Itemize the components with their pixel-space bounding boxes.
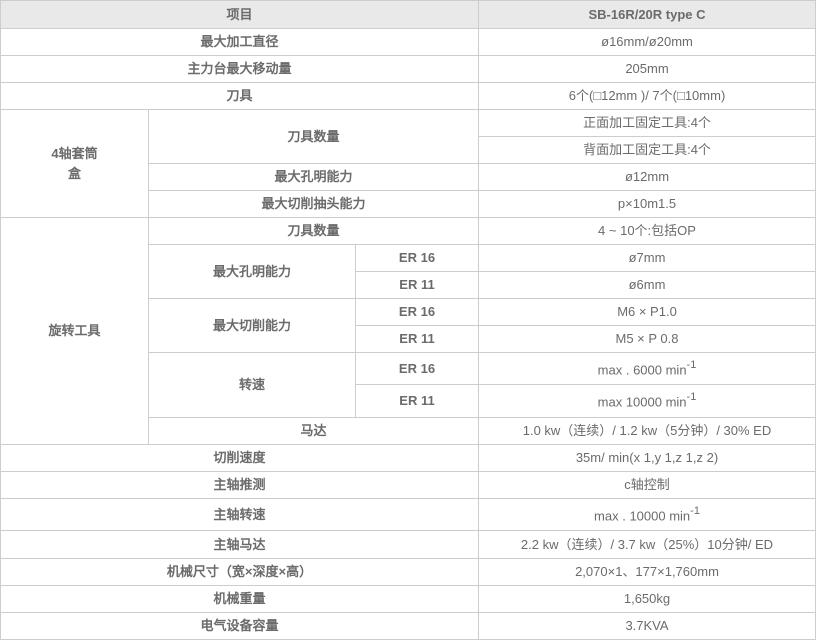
- row-turret-max-tapping: 最大切削抽头能力 p×10m1.5: [1, 190, 816, 218]
- header-row: 项目 SB-16R/20R type C: [0, 0, 816, 29]
- spindle-speed-sup: -1: [690, 504, 700, 517]
- row-machine-size: 机械尺寸（宽×深度×高） 2,070×1、177×1,760mm: [0, 558, 816, 586]
- row-rotary-drilling-er16: 最大孔明能力 ER 16 ø7mm: [1, 244, 816, 299]
- tools-label: 刀具: [0, 82, 479, 110]
- row-rotary-speed-er16: 转速 ER 16 max . 6000 min-1: [1, 352, 816, 418]
- row-turret-tool-count-back: 背面加工固定工具:4个: [1, 136, 816, 164]
- machine-weight-value: 1,650kg: [478, 585, 816, 613]
- turret-tool-count-front-value: 正面加工固定工具:4个: [478, 109, 816, 137]
- row-slide-travel: 主力台最大移动量 205mm: [0, 55, 816, 83]
- rotary-speed-er11-base: max 10000 min: [597, 394, 687, 410]
- row-rotary-speed-er11: ER 11 max 10000 min-1: [1, 384, 816, 418]
- row-electric-capacity: 电气设备容量 3.7KVA: [0, 612, 816, 640]
- rotary-cutting-er11-value: M5 × P 0.8: [478, 325, 816, 353]
- row-turret-tool-count-front: 4轴套筒盒 刀具数量 正面加工固定工具:4个: [0, 109, 816, 218]
- turret-group-label: 4轴套筒盒: [0, 109, 149, 218]
- turret-group-label-text: 4轴套筒盒: [51, 146, 98, 181]
- rotary-speed-er16-sup: -1: [686, 358, 697, 371]
- electric-capacity-label: 电气设备容量: [0, 612, 479, 640]
- cutting-speed-label: 切削速度: [0, 444, 479, 472]
- spindle-index-value: c轴控制: [478, 471, 816, 499]
- slide-travel-value: 205mm: [478, 55, 816, 83]
- row-turret-max-drilling: 最大孔明能力 ø12mm: [1, 163, 816, 191]
- rotary-speed-label: 转速: [148, 352, 356, 418]
- turret-max-drilling-label: 最大孔明能力: [148, 163, 479, 191]
- max-diameter-label: 最大加工直径: [0, 28, 479, 56]
- cutting-speed-value: 35m/ min(x 1,y 1,z 1,z 2): [478, 444, 816, 472]
- rotary-motor-value: 1.0 kw（连续）/ 1.2 kw（5分钟）/ 30% ED: [478, 417, 816, 445]
- tools-value: 6个(□12mm )/ 7个(□10mm): [478, 82, 816, 110]
- er16-label: ER 16: [355, 244, 479, 272]
- rotary-speed-er16-base: max . 6000 min: [597, 361, 687, 377]
- row-rotary-motor: 马达 1.0 kw（连续）/ 1.2 kw（5分钟）/ 30% ED: [1, 417, 816, 445]
- spindle-speed-base: max . 10000 min: [594, 507, 691, 523]
- rotary-tool-count-label: 刀具数量: [148, 217, 479, 245]
- rotary-drilling-er11-value: ø6mm: [478, 271, 816, 299]
- er11-label: ER 11: [355, 271, 479, 299]
- turret-max-tapping-value: p×10m1.5: [478, 190, 816, 218]
- turret-max-drilling-value: ø12mm: [478, 163, 816, 191]
- spindle-motor-label: 主轴马达: [0, 530, 479, 559]
- turret-tool-count-back-value: 背面加工固定工具:4个: [478, 136, 816, 164]
- er16-label: ER 16: [355, 298, 479, 326]
- row-rotary-cutting-er11: ER 11 M5 × P 0.8: [1, 325, 816, 353]
- row-machine-weight: 机械重量 1,650kg: [0, 585, 816, 613]
- spindle-index-label: 主轴推测: [0, 471, 479, 499]
- machine-weight-label: 机械重量: [0, 585, 479, 613]
- rotary-max-cutting-label: 最大切削能力: [148, 298, 356, 353]
- slide-travel-label: 主力台最大移动量: [0, 55, 479, 83]
- row-rotary-tool-count: 旋转工具 刀具数量 4 ~ 10个:包括OP: [0, 217, 816, 445]
- er11-label: ER 11: [355, 325, 479, 353]
- turret-tool-count-label: 刀具数量: [148, 109, 479, 164]
- header-item-label: 项目: [0, 0, 479, 29]
- row-max-diameter: 最大加工直径 ø16mm/ø20mm: [0, 28, 816, 56]
- row-tools: 刀具 6个(□12mm )/ 7个(□10mm): [0, 82, 816, 110]
- row-spindle-index: 主轴推测 c轴控制: [0, 471, 816, 499]
- row-spindle-speed: 主轴转速 max . 10000 min-1: [0, 498, 816, 531]
- electric-capacity-value: 3.7KVA: [478, 612, 816, 640]
- spindle-speed-label: 主轴转速: [0, 498, 479, 531]
- er16-label: ER 16: [355, 352, 479, 385]
- rotary-motor-label: 马达: [148, 417, 479, 445]
- rotary-drilling-er16-value: ø7mm: [478, 244, 816, 272]
- max-diameter-value: ø16mm/ø20mm: [478, 28, 816, 56]
- machine-size-value: 2,070×1、177×1,760mm: [478, 558, 816, 586]
- row-rotary-cutting-er16: 最大切削能力 ER 16 M6 × P1.0: [1, 298, 816, 353]
- row-rotary-drilling-er11: ER 11 ø6mm: [1, 271, 816, 299]
- rotary-tool-count-value: 4 ~ 10个:包括OP: [478, 217, 816, 245]
- header-model-label: SB-16R/20R type C: [478, 0, 816, 29]
- row-spindle-motor: 主轴马达 2.2 kw（连续）/ 3.7 kw（25%）10分钟/ ED: [0, 530, 816, 559]
- rotary-cutting-er16-value: M6 × P1.0: [478, 298, 816, 326]
- spindle-speed-value: max . 10000 min-1: [478, 498, 816, 531]
- er11-label: ER 11: [355, 384, 479, 418]
- rotary-group-label: 旋转工具: [0, 217, 149, 445]
- rotary-max-drilling-label: 最大孔明能力: [148, 244, 356, 299]
- spindle-motor-value: 2.2 kw（连续）/ 3.7 kw（25%）10分钟/ ED: [478, 530, 816, 559]
- rotary-speed-er11-sup: -1: [686, 391, 697, 404]
- rotary-speed-er16-value: max . 6000 min-1: [478, 352, 816, 385]
- machine-size-label: 机械尺寸（宽×深度×高）: [0, 558, 479, 586]
- row-cutting-speed: 切削速度 35m/ min(x 1,y 1,z 1,z 2): [0, 444, 816, 472]
- rotary-speed-er11-value: max 10000 min-1: [478, 384, 816, 418]
- turret-max-tapping-label: 最大切削抽头能力: [148, 190, 479, 218]
